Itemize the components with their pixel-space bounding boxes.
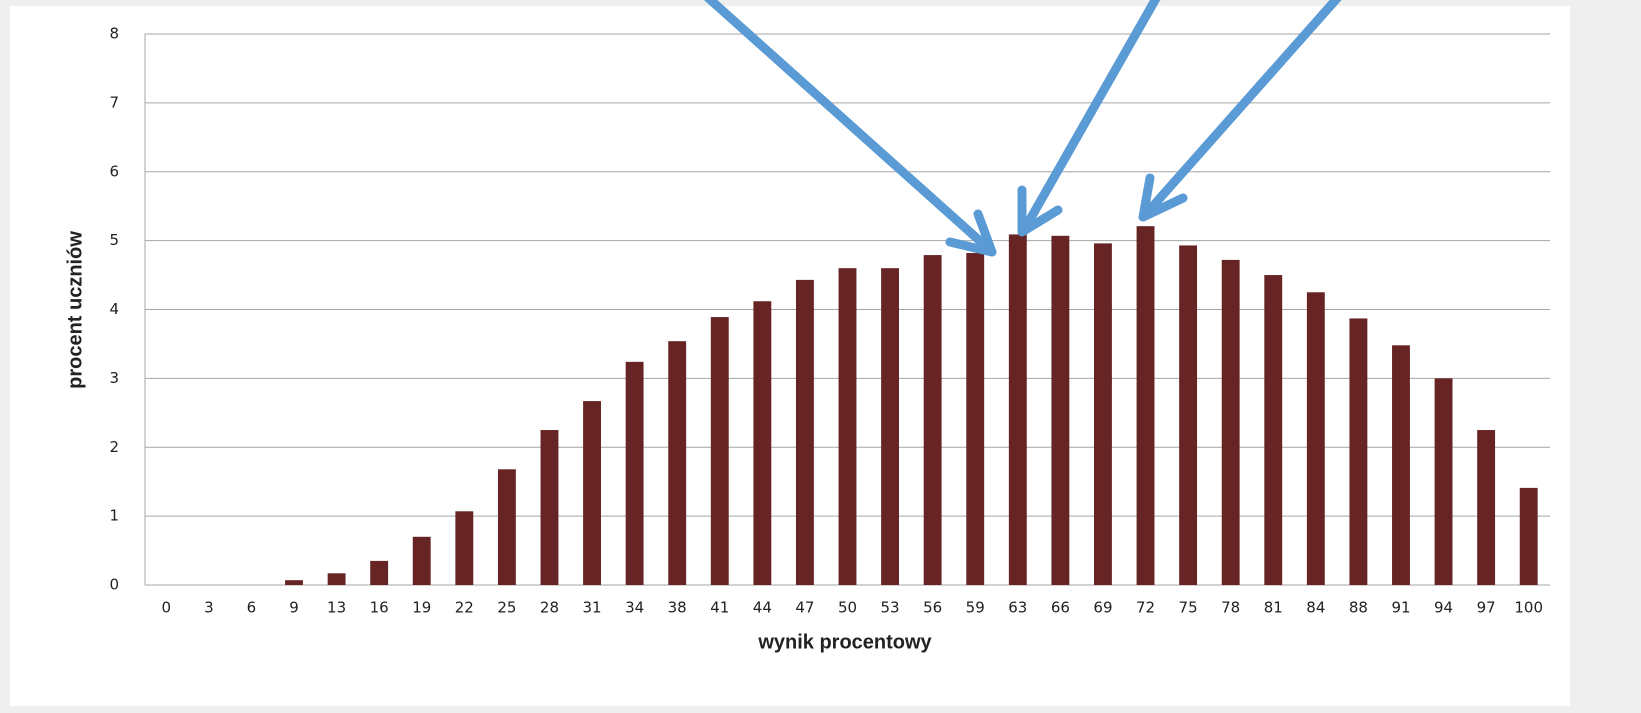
x-tick-label: 22 — [455, 599, 474, 617]
x-tick-label: 81 — [1264, 599, 1283, 617]
x-tick-label: 97 — [1477, 599, 1496, 617]
x-tick-label: 38 — [668, 599, 687, 617]
y-tick-label: 5 — [109, 231, 119, 249]
y-tick-label: 2 — [109, 438, 119, 456]
x-tick-label: 6 — [247, 599, 257, 617]
bar — [1051, 235, 1070, 585]
x-tick-label: 28 — [540, 599, 559, 617]
bar — [1434, 378, 1453, 585]
y-tick-label: 3 — [109, 369, 119, 387]
arrow — [703, 0, 995, 255]
x-tick-label: 16 — [370, 599, 389, 617]
x-tick-label: 84 — [1306, 599, 1325, 617]
y-axis-title: procent uczniów — [64, 231, 86, 389]
x-tick-label: 41 — [710, 599, 729, 617]
bar — [710, 317, 729, 585]
arrow-head — [1138, 173, 1188, 222]
bar — [1477, 430, 1496, 585]
bar — [412, 536, 431, 585]
y-tick-label: 0 — [109, 576, 119, 594]
chart-area — [10, 6, 1570, 706]
x-tick-label: 94 — [1434, 599, 1453, 617]
y-tick-label: 7 — [109, 93, 119, 111]
bar — [668, 341, 687, 585]
bar — [1264, 275, 1283, 585]
bar — [540, 430, 559, 585]
y-tick-label: 1 — [109, 507, 119, 525]
bar — [966, 253, 985, 585]
bar — [1392, 345, 1410, 585]
y-tick-label: 4 — [109, 300, 119, 318]
y-tick-label: 6 — [109, 162, 119, 180]
bar — [327, 573, 346, 585]
x-tick-label: 44 — [753, 599, 772, 617]
x-tick-label: 100 — [1514, 599, 1543, 617]
x-tick-label: 50 — [838, 599, 857, 617]
bar — [753, 301, 772, 585]
x-tick-label: 88 — [1349, 599, 1368, 617]
x-tick-label: 3 — [204, 599, 214, 617]
bar — [1136, 226, 1155, 585]
x-tick-label: 0 — [162, 599, 172, 617]
x-tick-label: 75 — [1179, 599, 1198, 617]
x-tick-label: 19 — [412, 599, 431, 617]
bar — [1519, 487, 1538, 585]
bar — [881, 268, 900, 585]
x-tick-label: 31 — [582, 599, 601, 617]
x-tick-label: 66 — [1051, 599, 1070, 617]
bar — [923, 255, 942, 585]
x-tick-label: 72 — [1136, 599, 1155, 617]
bar — [1306, 292, 1325, 585]
x-tick-label: 47 — [795, 599, 814, 617]
annotation-arrows — [703, 0, 1342, 257]
x-tick-label: 9 — [289, 599, 299, 617]
bar — [838, 268, 857, 585]
arrow-head — [945, 209, 997, 257]
bar — [795, 279, 814, 585]
x-tick-label: 78 — [1221, 599, 1240, 617]
bar — [497, 469, 516, 585]
bar — [583, 401, 601, 585]
bar — [285, 580, 303, 585]
bar — [1349, 318, 1368, 585]
x-axis-title: wynik procentowy — [757, 631, 932, 653]
arrow-head — [1017, 185, 1063, 237]
bar — [1221, 259, 1240, 585]
x-tick-label: 91 — [1391, 599, 1410, 617]
arrow — [1019, 0, 1161, 235]
bar — [455, 511, 474, 585]
x-tick-label: 34 — [625, 599, 644, 617]
x-tick-label: 13 — [327, 599, 346, 617]
x-tick-label: 59 — [966, 599, 985, 617]
x-tick-label: 56 — [923, 599, 942, 617]
x-tick-label: 69 — [1093, 599, 1112, 617]
y-tick-label: 8 — [109, 25, 119, 43]
bar — [370, 560, 389, 585]
bar — [1008, 234, 1027, 585]
x-tick-label: 25 — [497, 599, 516, 617]
x-tick-label: 53 — [881, 599, 900, 617]
bar — [625, 361, 644, 585]
arrow — [1140, 0, 1342, 220]
x-tick-label: 63 — [1008, 599, 1027, 617]
bar — [1179, 245, 1198, 586]
bar — [1094, 243, 1112, 585]
